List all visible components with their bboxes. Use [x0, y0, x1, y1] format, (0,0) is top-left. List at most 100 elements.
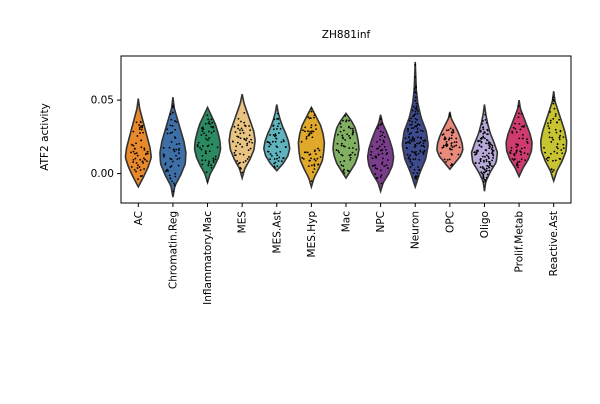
data-point	[130, 166, 133, 168]
data-point	[243, 137, 246, 140]
data-point	[312, 171, 314, 174]
data-point	[310, 157, 312, 160]
data-point	[277, 122, 280, 125]
data-point	[276, 146, 279, 149]
data-point	[484, 178, 486, 181]
data-point	[214, 158, 217, 161]
data-point	[489, 145, 491, 148]
data-point	[235, 145, 238, 148]
data-point	[482, 167, 485, 170]
data-point	[214, 155, 217, 158]
data-point	[552, 117, 555, 120]
data-point	[491, 144, 494, 147]
data-point	[450, 137, 453, 140]
data-point	[517, 116, 520, 119]
data-point	[209, 123, 211, 125]
data-point	[138, 124, 141, 126]
data-point	[245, 139, 247, 142]
data-point	[274, 133, 277, 135]
data-point	[482, 128, 485, 131]
data-point	[310, 107, 313, 110]
data-point	[381, 163, 383, 165]
data-point	[510, 146, 513, 149]
data-point	[410, 117, 413, 120]
data-point	[488, 162, 491, 165]
data-point	[172, 106, 174, 109]
violin-npc	[366, 114, 395, 194]
data-point	[144, 158, 147, 161]
data-point	[280, 141, 283, 143]
data-point	[452, 129, 455, 132]
data-point	[448, 115, 451, 118]
data-point	[478, 162, 481, 165]
points-mes-ast	[266, 112, 287, 169]
data-point	[485, 176, 488, 179]
data-point	[485, 170, 487, 172]
data-point	[273, 166, 276, 169]
data-point	[343, 168, 345, 171]
data-point	[547, 125, 550, 127]
data-point	[377, 127, 379, 130]
data-point	[245, 137, 248, 140]
data-point	[239, 161, 241, 164]
data-point	[354, 153, 356, 156]
x-tick-label: OPC	[444, 211, 456, 233]
data-point	[247, 149, 250, 152]
data-point	[555, 145, 558, 148]
data-point	[409, 158, 411, 161]
data-point	[482, 155, 484, 158]
data-point	[172, 190, 175, 193]
data-point	[273, 158, 276, 160]
data-point	[314, 124, 317, 127]
data-point	[244, 125, 247, 127]
data-point	[486, 154, 488, 157]
data-point	[380, 122, 383, 125]
data-point	[372, 164, 374, 167]
data-point	[562, 143, 565, 146]
points-reactive-ast	[543, 96, 565, 173]
data-point	[246, 142, 249, 145]
data-point	[413, 151, 416, 154]
data-point	[133, 168, 136, 171]
data-point	[377, 124, 380, 127]
data-point	[232, 140, 234, 143]
data-point	[169, 157, 172, 160]
data-point	[305, 135, 308, 138]
data-point	[239, 152, 241, 155]
data-point	[307, 165, 310, 168]
data-point	[204, 159, 207, 162]
data-point	[130, 151, 132, 154]
data-point	[313, 158, 316, 160]
data-point	[210, 164, 212, 167]
data-point	[172, 148, 175, 151]
data-point	[419, 150, 422, 153]
data-point	[275, 137, 278, 140]
data-point	[208, 160, 210, 163]
data-point	[548, 127, 551, 130]
data-point	[479, 166, 482, 169]
data-point	[480, 171, 483, 174]
data-point	[381, 134, 384, 137]
data-point	[171, 180, 173, 183]
data-point	[266, 141, 269, 143]
data-point	[455, 137, 458, 140]
data-point	[516, 149, 518, 152]
data-point	[422, 144, 425, 147]
data-point	[488, 152, 490, 155]
data-point	[449, 127, 452, 130]
data-point	[417, 152, 420, 155]
data-point	[412, 126, 415, 129]
data-point	[415, 102, 418, 105]
data-point	[248, 134, 251, 137]
data-point	[167, 170, 170, 172]
data-point	[269, 153, 272, 155]
x-axis: AC Chromatin.Reg Inflammatory.Mac MES MES.As…	[133, 203, 560, 305]
data-point	[375, 177, 378, 180]
data-point	[414, 121, 417, 124]
data-point	[416, 172, 419, 175]
data-point	[552, 96, 554, 99]
data-point	[302, 129, 304, 132]
data-point	[526, 153, 529, 155]
data-point	[414, 64, 417, 67]
